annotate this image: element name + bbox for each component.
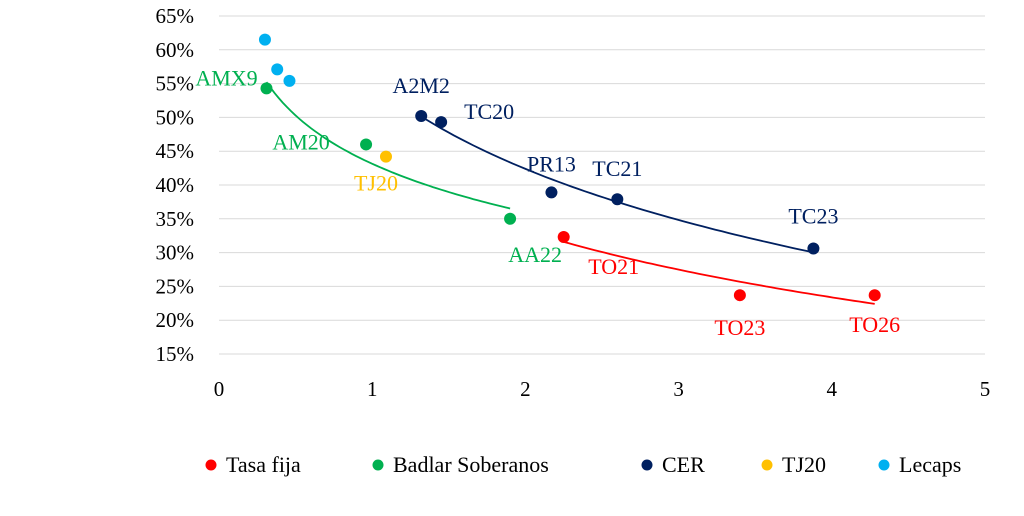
- data-point-lecaps: [271, 63, 284, 76]
- point-label: TC20: [464, 99, 514, 124]
- x-axis: 0 1 2 3 4 5: [214, 377, 991, 401]
- legend-label: CER: [662, 452, 705, 477]
- data-point-to26: [868, 289, 881, 302]
- data-point-tc23: [807, 242, 820, 255]
- data-point-aa22: [504, 212, 517, 225]
- data-point-a2m2: [415, 110, 428, 123]
- trendline-tasa-fija: [563, 241, 875, 305]
- point-label: AMX9: [195, 65, 257, 90]
- legend-marker-cer: [641, 459, 653, 471]
- legend: Tasa fija Badlar Soberanos CER TJ20 Lecaps: [205, 452, 961, 477]
- data-point-tc21: [611, 193, 624, 206]
- point-label: TO23: [714, 315, 765, 340]
- data-point-pr13: [545, 186, 558, 199]
- y-tick-label: 50%: [156, 105, 195, 129]
- legend-label: Lecaps: [899, 452, 961, 477]
- x-tick-label: 0: [214, 377, 225, 401]
- x-tick-label: 1: [367, 377, 378, 401]
- point-label: A2M2: [392, 73, 449, 98]
- legend-label: Tasa fija: [226, 452, 301, 477]
- y-axis: 15% 20% 25% 30% 35% 40% 45% 50% 55% 60% 65%: [156, 4, 195, 366]
- x-tick-label: 4: [827, 377, 838, 401]
- legend-marker-tj20: [761, 459, 773, 471]
- y-tick-label: 65%: [156, 4, 195, 28]
- data-points: [258, 33, 881, 302]
- data-point-tc20: [435, 116, 448, 129]
- x-tick-label: 2: [520, 377, 531, 401]
- point-label: TO26: [849, 312, 900, 337]
- data-point-amx9: [260, 82, 273, 95]
- y-tick-label: 45%: [156, 139, 195, 163]
- y-tick-label: 30%: [156, 241, 195, 265]
- x-tick-label: 3: [673, 377, 684, 401]
- point-label: TC21: [592, 156, 642, 181]
- point-label: TO21: [588, 254, 639, 279]
- point-label: AA22: [508, 242, 562, 267]
- data-point-to23: [733, 289, 746, 302]
- y-tick-label: 60%: [156, 38, 195, 62]
- point-label: PR13: [527, 151, 576, 176]
- data-point-lecaps: [283, 74, 296, 87]
- point-label: AM20: [272, 129, 329, 154]
- point-label: TJ20: [354, 171, 398, 196]
- data-point-to21: [557, 231, 570, 244]
- point-labels: TO21 TO23 TO26 AMX9 AM20 AA22 A2M2 TC20 PR13 TC21…: [195, 65, 900, 340]
- legend-marker-badlar-soberanos: [372, 459, 384, 471]
- point-label: TC23: [788, 204, 838, 229]
- legend-marker-lecaps: [878, 459, 890, 471]
- data-point-tj20: [379, 150, 392, 163]
- trendline-badlar-soberanos: [265, 81, 511, 210]
- y-tick-label: 35%: [156, 207, 195, 231]
- data-point-lecaps: [258, 33, 271, 46]
- data-point-am20: [360, 138, 373, 151]
- y-tick-label: 25%: [156, 274, 195, 298]
- trendline-cer: [420, 115, 814, 254]
- y-tick-label: 15%: [156, 342, 195, 366]
- y-tick-label: 55%: [156, 72, 195, 96]
- legend-label: Badlar Soberanos: [393, 452, 549, 477]
- legend-label: TJ20: [782, 452, 826, 477]
- x-tick-label: 5: [980, 377, 991, 401]
- y-tick-label: 20%: [156, 308, 195, 332]
- y-tick-label: 40%: [156, 173, 195, 197]
- legend-marker-tasa-fija: [205, 459, 217, 471]
